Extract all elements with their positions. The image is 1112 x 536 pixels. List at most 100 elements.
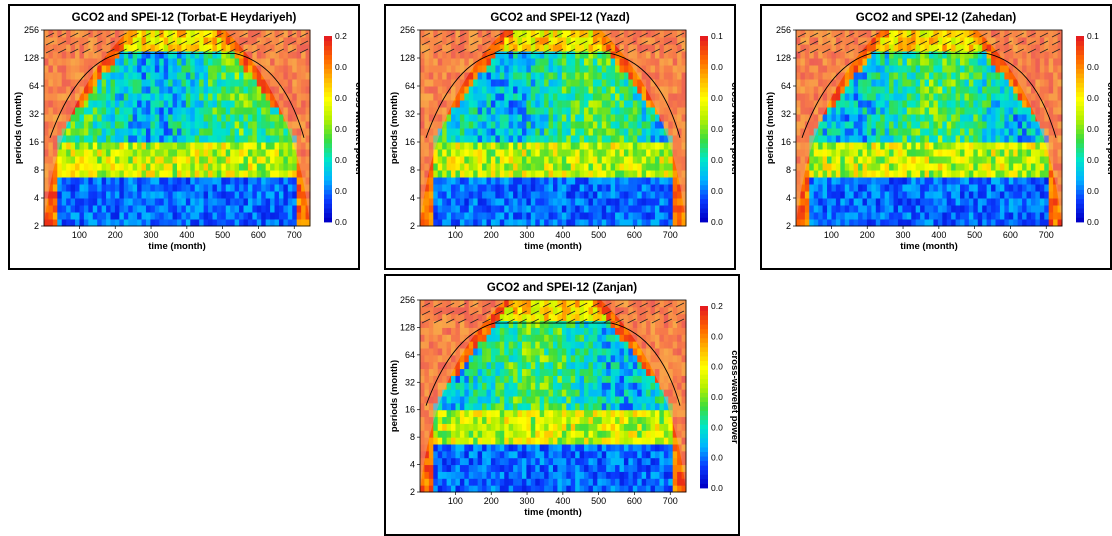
colorbar-tick-label: 0.2 <box>335 31 347 41</box>
y-tick-label: 256 <box>24 25 39 35</box>
colorbar-tick-label: 0.0 <box>711 362 723 372</box>
y-tick-label: 32 <box>405 109 415 119</box>
y-axis-label: periods (month) <box>389 360 400 432</box>
colorbar-tick-label: 0.0 <box>1087 155 1099 165</box>
y-tick-label: 32 <box>29 109 39 119</box>
colorbar-tick-label: 0.0 <box>335 62 347 72</box>
y-tick-label: 64 <box>405 350 415 360</box>
colorbar-tick-label: 0.0 <box>335 155 347 165</box>
colorbar-label: cross-wavelet power <box>729 82 734 176</box>
x-tick-label: 300 <box>520 230 535 240</box>
y-tick-label: 16 <box>405 405 415 415</box>
colorbar-tick-label: 0.0 <box>711 186 723 196</box>
y-tick-label: 16 <box>29 137 39 147</box>
colorbar-tick-label: 0.2 <box>711 301 723 311</box>
phase-arrows <box>421 32 685 54</box>
cone-of-influence <box>420 30 686 226</box>
plot-frame <box>43 29 311 227</box>
x-tick-label: 200 <box>860 230 875 240</box>
x-tick-label: 700 <box>287 230 302 240</box>
y-tick-label: 128 <box>400 322 415 332</box>
x-tick-label: 600 <box>1003 230 1018 240</box>
x-tick-label: 500 <box>591 230 606 240</box>
y-tick-label: 8 <box>786 165 791 175</box>
colorbar <box>700 306 708 489</box>
x-axis-label: time (month) <box>148 241 206 252</box>
colorbar-label: cross-wavelet power <box>1105 82 1110 176</box>
x-tick-label: 100 <box>824 230 839 240</box>
x-tick-label: 200 <box>484 496 499 506</box>
heatmap-cells <box>420 30 687 227</box>
y-tick-label: 256 <box>776 25 791 35</box>
x-tick-label: 400 <box>555 230 570 240</box>
phase-arrows <box>45 32 309 54</box>
chart-title: GCO2 and SPEI-12 (Torbat-E Heydariyeh) <box>72 12 297 24</box>
heatmap-cells <box>44 30 311 227</box>
colorbar-tick-label: 0.0 <box>711 483 723 493</box>
x-axis-label: time (month) <box>524 507 582 518</box>
colorbar-tick-label: 0.0 <box>1087 93 1099 103</box>
x-tick-label: 100 <box>448 230 463 240</box>
y-tick-label: 32 <box>405 377 415 387</box>
chart-panel-yazd: GCO2 and SPEI-12 (Yazd) 100 200 300 400 500 60… <box>384 4 736 270</box>
colorbar <box>1076 36 1084 223</box>
x-tick-label: 300 <box>896 230 911 240</box>
x-tick-label: 500 <box>215 230 230 240</box>
y-tick-label: 4 <box>34 193 39 203</box>
x-tick-label: 300 <box>144 230 159 240</box>
chart-svg: GCO2 and SPEI-12 (Torbat-E Heydariyeh) 10… <box>13 12 358 252</box>
colorbar-tick-label: 0.0 <box>1087 186 1099 196</box>
x-tick-label: 200 <box>108 230 123 240</box>
colorbar-label: cross-wavelet power <box>353 82 358 176</box>
chart-svg: GCO2 and SPEI-12 (Yazd) 100 200 300 400 500 60… <box>389 12 734 252</box>
x-tick-label: 600 <box>627 230 642 240</box>
y-axis-label: periods (month) <box>13 92 24 164</box>
chart-panel-zahedan: GCO2 and SPEI-12 (Zahedan) 100 200 300 400 50… <box>760 4 1112 270</box>
x-tick-label: 100 <box>72 230 87 240</box>
colorbar-tick-label: 0.0 <box>711 155 723 165</box>
plot-frame <box>795 29 1063 227</box>
colorbar-tick-label: 0.0 <box>1087 217 1099 227</box>
significance-contour <box>425 322 681 406</box>
chart-title: GCO2 and SPEI-12 (Yazd) <box>490 12 629 24</box>
x-tick-label: 200 <box>484 230 499 240</box>
plot-frame <box>419 29 687 227</box>
colorbar-tick-label: 0.0 <box>711 422 723 432</box>
x-tick-label: 400 <box>555 496 570 506</box>
y-tick-label: 8 <box>34 165 39 175</box>
colorbar-tick-label: 0.0 <box>1087 124 1099 134</box>
y-tick-label: 2 <box>786 221 791 231</box>
colorbar-label: cross-wavelet power <box>729 350 738 444</box>
y-tick-label: 2 <box>34 221 39 231</box>
y-tick-label: 2 <box>410 221 415 231</box>
plot-frame <box>419 299 687 493</box>
colorbar <box>700 36 708 223</box>
x-tick-label: 600 <box>627 496 642 506</box>
y-tick-label: 2 <box>410 487 415 497</box>
y-tick-label: 8 <box>410 165 415 175</box>
colorbar-tick-label: 0.1 <box>1087 31 1099 41</box>
significance-contour <box>425 53 681 138</box>
x-tick-label: 300 <box>520 496 535 506</box>
chart-panel-torbat-e-heydariyeh: GCO2 and SPEI-12 (Torbat-E Heydariyeh) 10… <box>8 4 360 270</box>
phase-arrows <box>421 302 685 324</box>
colorbar-tick-label: 0.0 <box>711 392 723 402</box>
heatmap-cells <box>796 30 1063 227</box>
chart-panel-zanjan: GCO2 and SPEI-12 (Zanjan) 100 200 300 400 500… <box>384 274 740 536</box>
x-tick-label: 700 <box>1039 230 1054 240</box>
x-tick-label: 700 <box>663 496 678 506</box>
significance-contour <box>801 53 1057 138</box>
colorbar-tick-label: 0.0 <box>335 124 347 134</box>
y-tick-label: 4 <box>410 460 415 470</box>
x-tick-label: 400 <box>931 230 946 240</box>
colorbar-tick-label: 0.0 <box>711 217 723 227</box>
x-tick-label: 700 <box>663 230 678 240</box>
y-tick-label: 64 <box>781 81 791 91</box>
chart-svg: GCO2 and SPEI-12 (Zanjan) 100 200 300 400 500… <box>389 282 738 518</box>
y-tick-label: 64 <box>405 81 415 91</box>
chart-svg: GCO2 and SPEI-12 (Zahedan) 100 200 300 400 50… <box>765 12 1110 252</box>
y-tick-label: 32 <box>781 109 791 119</box>
x-tick-label: 100 <box>448 496 463 506</box>
colorbar <box>324 36 332 223</box>
colorbar-tick-label: 0.0 <box>335 217 347 227</box>
